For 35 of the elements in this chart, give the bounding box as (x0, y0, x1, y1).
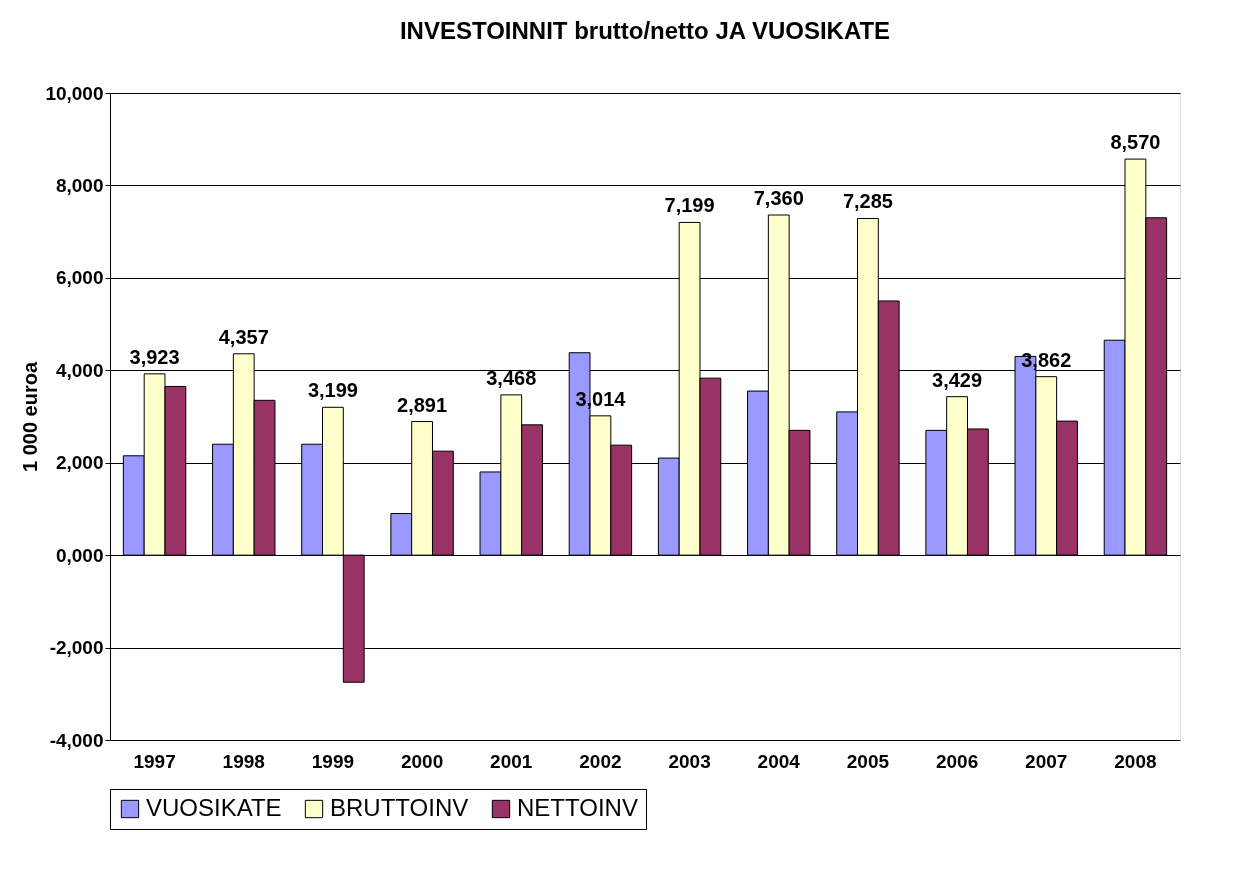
data-label: 7,285 (842, 190, 893, 213)
x-tick-label: 2004 (757, 750, 801, 772)
legend-label: VUOSIKATE (146, 794, 282, 821)
y-tick-label: -4,000 (49, 729, 104, 751)
legend-label: BRUTTOINV (330, 794, 469, 821)
data-label: 2,891 (397, 393, 448, 416)
x-tick-label: 2000 (400, 750, 444, 772)
x-tick-label: 2008 (1114, 750, 1157, 772)
y-tick-label: -2,000 (49, 637, 104, 659)
x-tick-label: 2005 (846, 750, 890, 772)
y-tick-label: 4,000 (55, 359, 104, 381)
data-label: 3,199 (307, 379, 358, 402)
y-axis-title: 1 000 euroa (19, 361, 42, 473)
data-label: 3,429 (932, 368, 983, 391)
data-label: 4,357 (218, 325, 269, 348)
x-tick-label: 1998 (222, 750, 265, 772)
x-tick-label: 2003 (668, 750, 711, 772)
x-tick-label: 2001 (490, 750, 533, 772)
legend-label: NETTOINV (517, 794, 638, 821)
x-tick-label: 2002 (579, 750, 622, 772)
x-tick-label: 1997 (133, 750, 176, 772)
x-tick-label: 2006 (935, 750, 979, 772)
x-tick-label: 1999 (311, 750, 355, 772)
chart-title: INVESTOINNIT brutto/netto JA VUOSIKATE (399, 17, 891, 44)
y-tick-label: 8,000 (55, 174, 104, 196)
data-label: 7,199 (664, 194, 715, 217)
y-tick-label: 0,000 (55, 544, 104, 566)
data-label: 3,468 (486, 366, 537, 389)
x-tick-label: 2007 (1025, 750, 1068, 772)
data-label: 7,360 (753, 187, 804, 210)
data-label: 8,570 (1110, 131, 1161, 154)
y-tick-label: 2,000 (55, 452, 104, 474)
data-label: 3,923 (129, 345, 180, 368)
y-tick-label: 6,000 (55, 267, 104, 289)
y-tick-label: 10,000 (45, 82, 104, 104)
